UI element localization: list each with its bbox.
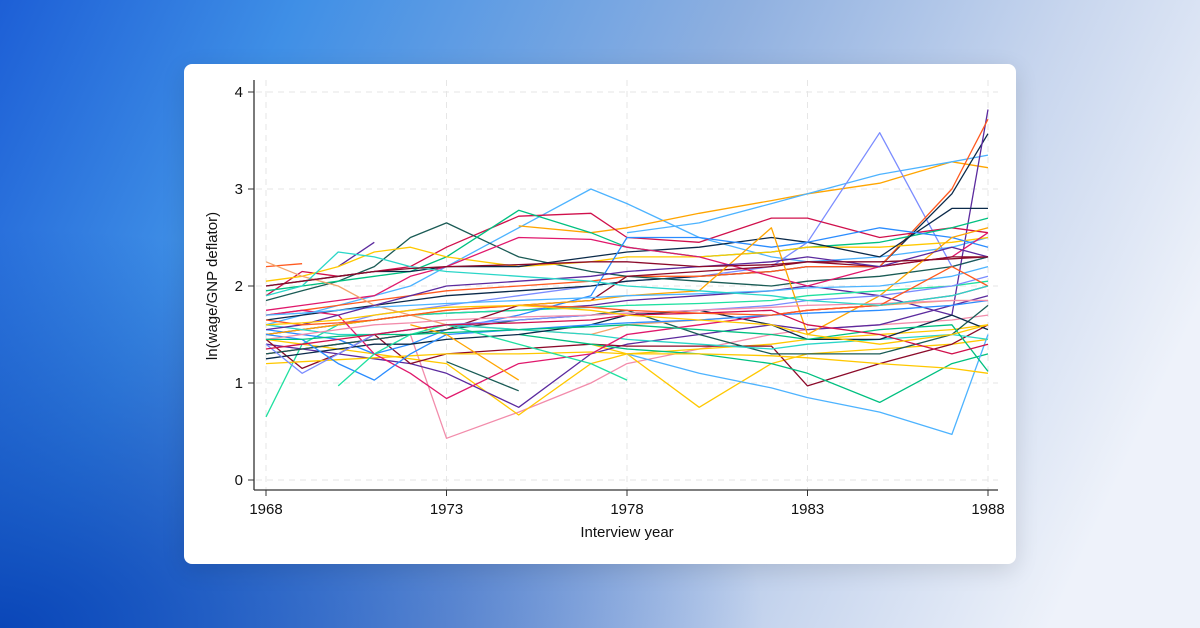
x-tick-label: 1978	[610, 501, 643, 518]
series-line-10	[590, 338, 989, 408]
series-line-30	[265, 351, 989, 374]
series-line-39	[266, 324, 989, 372]
series-line-34	[446, 361, 519, 392]
series-line-44	[265, 251, 989, 307]
series-line-41	[265, 309, 989, 355]
series-line-23	[265, 227, 989, 355]
series-line-14	[626, 334, 989, 436]
line-chart: 0 1 2 3 4 1968 1973 1978 1983 1988 Interview year…	[204, 80, 1005, 541]
x-tick-label: 1988	[971, 501, 1004, 518]
series-line-25	[265, 227, 989, 336]
series-line-0	[265, 188, 989, 326]
series-line-17	[265, 209, 989, 292]
series-lines	[265, 109, 989, 439]
y-tick-label: 3	[235, 181, 243, 198]
x-axis-label: Interview year	[580, 524, 673, 541]
series-line-1	[518, 161, 989, 234]
chart-card: 0 1 2 3 4 1968 1973 1978 1983 1988 Interview year…	[184, 64, 1016, 564]
x-tick-label: 1968	[249, 501, 282, 518]
series-line-22	[265, 232, 989, 311]
series-line-40	[265, 246, 989, 331]
series-line-42	[265, 265, 989, 326]
series-line-43	[265, 304, 989, 345]
y-tick-label: 2	[235, 278, 243, 295]
x-tick-label: 1973	[430, 501, 463, 518]
series-line-33	[265, 299, 989, 381]
series-line-16	[265, 222, 989, 302]
series-line-45	[265, 256, 989, 287]
y-axis-label: ln(wage/GNP deflator)	[204, 212, 221, 360]
series-line-18	[265, 263, 303, 268]
series-line-13	[518, 333, 989, 404]
y-tick-label: 0	[235, 472, 243, 489]
series-line-38	[265, 265, 989, 316]
series-line-2	[626, 154, 989, 234]
axes: 0 1 2 3 4 1968 1973 1978 1983 1988	[235, 80, 1005, 518]
y-tick-label: 4	[235, 84, 243, 101]
gridlines	[256, 80, 998, 490]
x-tick-label: 1983	[791, 501, 824, 518]
y-tick-label: 1	[235, 375, 243, 392]
